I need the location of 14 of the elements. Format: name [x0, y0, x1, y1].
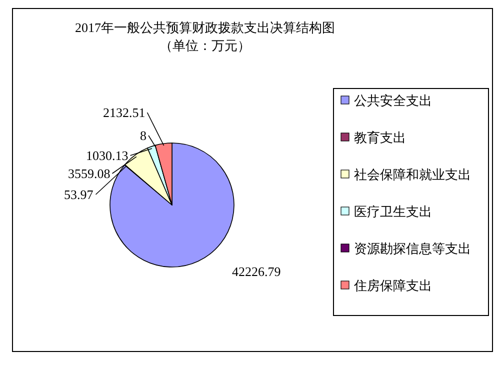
- legend-label: 社会保障和就业支出: [354, 167, 471, 182]
- data-label: 3559.08: [68, 166, 110, 181]
- data-label: 1030.13: [86, 148, 128, 163]
- chart-subtitle: （单位：万元）: [160, 38, 250, 53]
- legend-label: 教育支出: [354, 130, 406, 145]
- legend-label: 住房保障支出: [353, 278, 432, 293]
- legend-label: 资源勘探信息等支出: [354, 241, 471, 256]
- legend-label: 公共安全支出: [354, 93, 432, 108]
- data-label: 8: [140, 128, 146, 143]
- legend-label: 医疗卫生支出: [354, 204, 432, 219]
- data-label: 53.97: [64, 187, 94, 202]
- data-label: 2132.51: [103, 105, 146, 120]
- chart-title: 2017年一般公共预算财政拨款支出决算结构图: [75, 20, 335, 35]
- data-label: 42226.79: [232, 264, 281, 279]
